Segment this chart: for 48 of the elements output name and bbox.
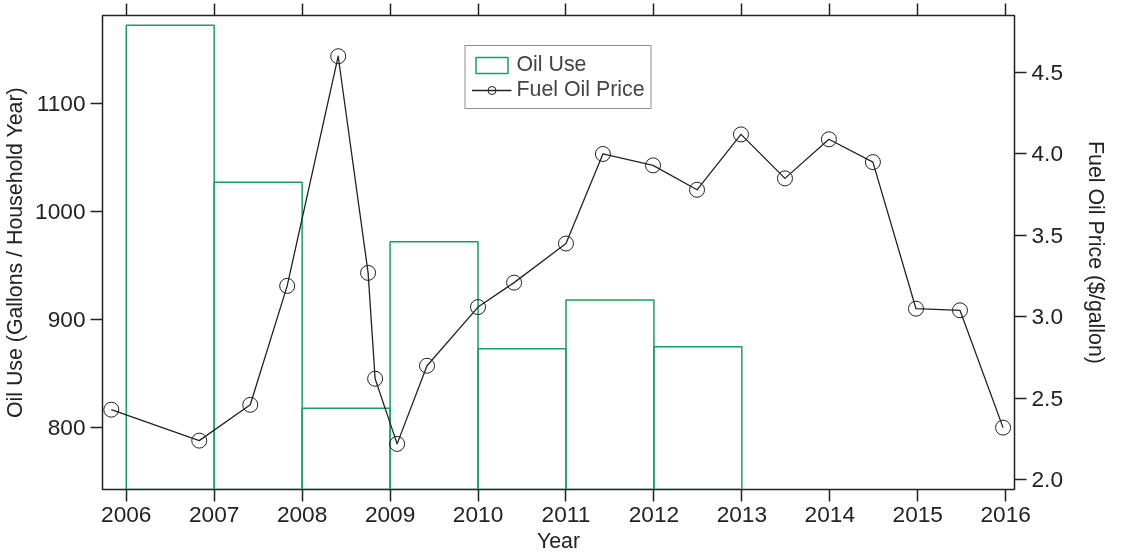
point	[360, 264, 377, 281]
x-tick-label: 2011	[541, 500, 591, 527]
point	[103, 401, 120, 418]
point	[689, 181, 706, 198]
point	[908, 300, 924, 317]
point	[470, 299, 487, 316]
point	[367, 370, 384, 387]
y2-tick-label: 4.5	[1031, 59, 1063, 86]
x-axis-title: Year	[536, 528, 581, 553]
point	[191, 432, 208, 449]
x-tick-label: 2013	[716, 500, 768, 527]
point	[242, 396, 259, 413]
legend-label: Fuel Oil Price	[516, 77, 645, 102]
point	[419, 357, 436, 374]
point	[864, 154, 881, 171]
point	[279, 277, 296, 294]
x-tick-label: 2016	[980, 500, 1031, 527]
y2-tick-label: 4.0	[1031, 140, 1063, 167]
point	[389, 435, 406, 452]
x-tick-label: 2015	[892, 500, 943, 527]
y-tick-label: 1000	[35, 197, 86, 224]
y2-tick-label: 2.0	[1031, 466, 1063, 493]
point	[776, 170, 793, 187]
point	[557, 235, 574, 252]
point	[995, 419, 1012, 436]
point	[594, 145, 611, 162]
y2-axis-title: Fuel Oil Price ($/gallon)	[1084, 141, 1108, 364]
x-tick-label: 2010	[452, 500, 504, 527]
point	[820, 131, 837, 148]
x-tick-label: 2007	[188, 500, 240, 527]
y2-tick-label: 3.5	[1031, 221, 1063, 248]
x-tick-label: 2012	[628, 500, 680, 527]
point	[645, 157, 662, 174]
y2-tick-label: 2.5	[1031, 384, 1063, 411]
legend-label: Oil Use	[516, 52, 587, 77]
point	[732, 126, 749, 143]
point	[951, 302, 968, 319]
x-tick-label: 2009	[364, 500, 416, 527]
x-tick-label: 2014	[804, 500, 856, 527]
y-axis-title: Oil Use (Gallons / Household Year)	[3, 87, 28, 419]
point	[330, 48, 347, 65]
point	[506, 274, 523, 291]
y-tick-label: 1100	[36, 89, 86, 116]
y-tick-label: 800	[47, 414, 86, 441]
x-tick-label: 2006	[101, 500, 152, 527]
y2-tick-label: 3.0	[1031, 303, 1063, 330]
y-tick-label: 900	[47, 306, 86, 333]
x-tick-label: 2008	[276, 500, 328, 527]
